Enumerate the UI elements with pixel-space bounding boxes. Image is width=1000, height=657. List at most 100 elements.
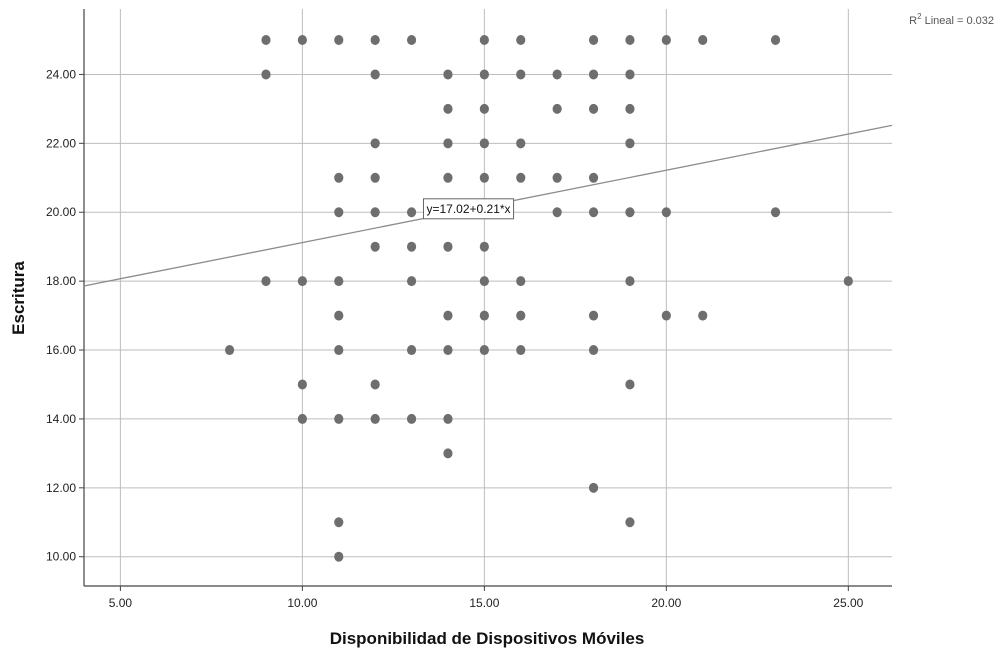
r2-label: R2 Lineal = 0.032: [909, 12, 994, 27]
y-tick-labels: 10.00 12.00 14.00 16.00 18.00 20.00 22.00 24.00: [46, 67, 76, 563]
y-tick-label: 20.00: [46, 205, 76, 219]
data-point: [552, 172, 562, 183]
data-point: [406, 345, 417, 356]
data-point: [552, 207, 562, 218]
data-point: [516, 310, 526, 321]
data-point: [770, 35, 781, 46]
data-point: [406, 413, 417, 424]
data-point: [516, 172, 526, 183]
data-point: [770, 207, 781, 218]
data-point: [443, 310, 453, 321]
data-point: [479, 35, 489, 46]
data-point: [443, 241, 453, 252]
data-point: [661, 35, 671, 46]
data-point: [588, 172, 599, 183]
y-tick-label: 10.00: [46, 550, 76, 564]
data-point: [661, 310, 671, 321]
data-point: [370, 69, 380, 80]
data-point: [334, 345, 344, 356]
grid-lines: [84, 9, 892, 586]
data-point: [297, 379, 307, 390]
data-point: [552, 103, 562, 114]
data-point: [516, 345, 526, 356]
data-point: [625, 276, 635, 287]
data-point: [588, 207, 599, 218]
data-points: [224, 35, 853, 562]
data-point: [698, 310, 708, 321]
data-point: [479, 69, 489, 80]
axes: [79, 9, 892, 591]
data-point: [334, 310, 344, 321]
data-point: [334, 551, 344, 562]
data-point: [406, 35, 417, 46]
y-tick-label: 18.00: [46, 274, 76, 288]
data-point: [370, 241, 380, 252]
data-point: [370, 172, 380, 183]
data-point: [370, 413, 380, 424]
data-point: [516, 69, 526, 80]
data-point: [443, 138, 453, 149]
data-point: [334, 207, 344, 218]
data-point: [625, 207, 635, 218]
data-point: [552, 69, 562, 80]
x-axis-title: Disponibilidad de Dispositivos Móviles: [330, 629, 645, 648]
data-point: [406, 276, 417, 287]
data-point: [334, 35, 344, 46]
data-point: [261, 35, 271, 46]
data-point: [625, 69, 635, 80]
data-point: [297, 276, 307, 287]
data-point: [370, 379, 380, 390]
data-point: [443, 448, 453, 459]
data-point: [334, 276, 344, 287]
data-point: [516, 138, 526, 149]
y-tick-label: 16.00: [46, 343, 76, 357]
data-point: [224, 345, 235, 356]
data-point: [406, 207, 417, 218]
data-point: [479, 310, 489, 321]
data-point: [516, 35, 526, 46]
equation-text: y=17.02+0.21*x: [426, 202, 510, 216]
data-point: [479, 138, 489, 149]
data-point: [297, 35, 307, 46]
x-tick-labels: 5.00 10.00 15.00 20.00 25.00: [109, 596, 864, 610]
data-point: [479, 172, 489, 183]
data-point: [625, 517, 635, 528]
data-point: [443, 172, 453, 183]
data-point: [443, 103, 453, 114]
x-tick-label: 15.00: [469, 596, 499, 610]
r2-base: R: [909, 15, 917, 27]
data-point: [588, 103, 599, 114]
y-tick-label: 22.00: [46, 136, 76, 150]
r2-value: Lineal = 0.032: [922, 15, 994, 27]
data-point: [370, 35, 380, 46]
data-point: [588, 482, 599, 493]
data-point: [588, 35, 599, 46]
data-point: [297, 413, 307, 424]
data-point: [625, 379, 635, 390]
data-point: [588, 345, 599, 356]
y-axis-title: Escritura: [9, 261, 28, 335]
equation-label: y=17.02+0.21*x: [422, 198, 515, 220]
data-point: [625, 138, 635, 149]
x-tick-label: 10.00: [287, 596, 317, 610]
equation-box: [422, 198, 515, 220]
data-point: [479, 103, 489, 114]
x-tick-label: 25.00: [833, 596, 863, 610]
y-tick-label: 12.00: [46, 481, 76, 495]
data-point: [625, 35, 635, 46]
data-point: [370, 138, 380, 149]
data-point: [443, 413, 453, 424]
data-point: [406, 241, 417, 252]
data-point: [334, 413, 344, 424]
data-point: [261, 276, 271, 287]
data-point: [625, 103, 635, 114]
x-tick-label: 20.00: [651, 596, 681, 610]
data-point: [443, 69, 453, 80]
data-point: [588, 69, 599, 80]
data-point: [516, 276, 526, 287]
y-tick-label: 14.00: [46, 412, 76, 426]
data-point: [661, 207, 671, 218]
data-point: [479, 345, 489, 356]
data-point: [843, 276, 853, 287]
